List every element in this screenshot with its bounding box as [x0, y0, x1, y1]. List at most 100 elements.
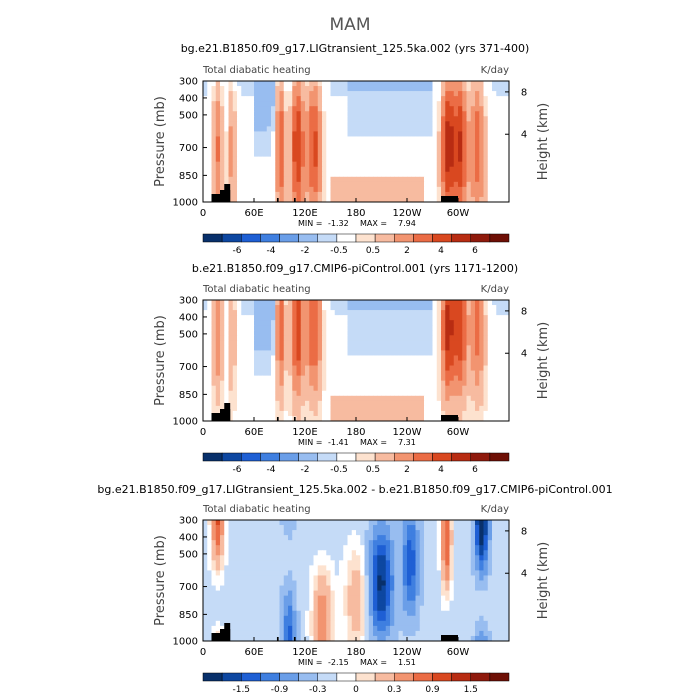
heatmap-cell — [288, 390, 293, 397]
heatmap-cell — [407, 131, 412, 137]
heatmap-cell — [364, 550, 370, 556]
heatmap-cell — [237, 390, 242, 397]
heatmap-cell — [237, 565, 242, 571]
heatmap-cell — [292, 325, 297, 331]
heatmap-cell — [492, 545, 497, 551]
heatmap-cell — [266, 176, 272, 183]
heatmap-cell — [207, 101, 212, 107]
heatmap-cell — [466, 380, 472, 387]
heatmap-cell — [356, 600, 361, 607]
heatmap-cell — [326, 156, 331, 163]
heatmap-cell — [432, 96, 438, 102]
heatmap-cell — [419, 340, 425, 346]
heatmap-cell — [364, 121, 370, 127]
heatmap-cell — [279, 615, 285, 622]
heatmap-cell — [309, 545, 314, 551]
heatmap-cell — [458, 325, 463, 331]
heatmap-cell — [313, 585, 319, 591]
heatmap-cell — [334, 540, 340, 546]
heatmap-cell — [377, 555, 382, 561]
heatmap-cell — [470, 181, 476, 188]
heatmap-cell — [322, 330, 327, 336]
heatmap-cell — [479, 390, 484, 397]
heatmap-cell — [347, 520, 353, 526]
heatmap-cell — [415, 540, 421, 546]
heatmap-cell — [496, 565, 501, 571]
heatmap-cell — [258, 410, 263, 417]
heatmap-cell — [228, 375, 234, 382]
heatmap-cell — [207, 156, 212, 163]
heatmap-cell — [241, 390, 246, 397]
heatmap-cell — [385, 101, 391, 107]
heatmap-cell — [441, 126, 446, 132]
x-tick-label: 180 — [346, 427, 365, 438]
heatmap-cell — [313, 365, 319, 371]
heatmap-cell — [313, 565, 319, 571]
heatmap-cell — [419, 360, 425, 366]
heatmap-cell — [390, 575, 395, 581]
heatmap-cell — [266, 380, 272, 387]
heatmap-cell — [330, 91, 336, 97]
heatmap-cell — [224, 565, 229, 571]
heatmap-cell — [428, 530, 433, 536]
heatmap-cell — [356, 106, 361, 112]
heatmap-cell — [232, 400, 238, 407]
heatmap-cell — [390, 520, 395, 526]
heatmap-cell — [479, 196, 484, 203]
heatmap-cell — [394, 570, 399, 576]
heatmap-cell — [279, 320, 285, 326]
heatmap-cell — [313, 91, 319, 97]
heatmap-cell — [334, 380, 340, 387]
heatmap-cell — [241, 410, 246, 417]
heatmap-cell — [300, 101, 306, 107]
heatmap-cell — [419, 375, 425, 382]
terrain-block — [211, 413, 225, 421]
heatmap-cell — [347, 345, 353, 351]
heatmap-cell — [232, 585, 238, 591]
heatmap-cell — [334, 605, 340, 612]
terrain-mask — [211, 403, 458, 421]
heatmap-cell — [436, 340, 442, 346]
heatmap-cell — [347, 415, 353, 422]
heatmap-cell — [364, 315, 370, 321]
heatmap-cell — [330, 360, 336, 366]
heatmap-cell — [249, 325, 255, 331]
heatmap-cell — [339, 111, 344, 117]
heatmap-cell — [203, 156, 208, 163]
heatmap-cell — [228, 141, 234, 147]
heatmap-cell — [496, 605, 501, 612]
heatmap-cell — [339, 305, 344, 311]
heatmap-cell — [347, 595, 353, 602]
heatmap-cell — [322, 365, 327, 371]
heatmap-cell — [347, 111, 353, 117]
heatmap-cell — [249, 415, 255, 422]
heatmap-cell — [343, 355, 348, 361]
heatmap-cell — [424, 555, 429, 561]
heatmap-cell — [377, 310, 382, 316]
heatmap-cell — [215, 151, 221, 158]
heatmap-cell — [224, 555, 229, 561]
heatmap-cell — [271, 525, 276, 531]
heatmap-cell — [288, 565, 293, 571]
heatmap-cell — [279, 91, 285, 97]
heatmap-cell — [228, 340, 234, 346]
heatmap-cell — [381, 405, 387, 412]
heatmap-cell — [492, 595, 497, 602]
heatmap-cell — [415, 131, 421, 137]
heatmap-cell — [419, 181, 425, 188]
heatmap-cell — [394, 365, 399, 371]
heatmap-cell — [343, 595, 348, 602]
heatmap-cell — [492, 590, 497, 597]
heatmap-cell — [483, 570, 489, 576]
heatmap-cell — [326, 191, 331, 198]
heatmap-cell — [487, 540, 493, 546]
heatmap-cell — [215, 121, 221, 127]
heatmap-cell — [419, 300, 425, 306]
heatmap-cell — [203, 545, 208, 551]
heatmap-cell — [428, 365, 433, 371]
heatmap-cell — [254, 171, 259, 178]
heatmap-cell — [309, 86, 314, 92]
heatmap-cell — [385, 380, 391, 387]
heatmap-cell — [364, 565, 370, 571]
heatmap-cell — [390, 126, 395, 132]
